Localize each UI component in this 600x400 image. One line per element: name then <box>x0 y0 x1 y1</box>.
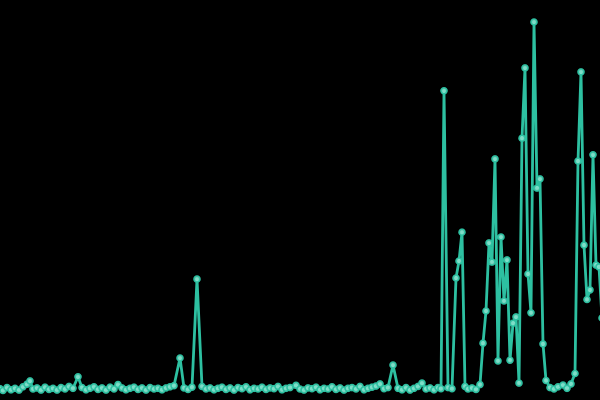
data-point-marker <box>472 385 480 394</box>
data-point-marker <box>455 257 463 265</box>
data-point-marker <box>476 380 484 389</box>
data-point-marker <box>286 383 294 392</box>
data-point-marker <box>542 376 550 385</box>
data-point-marker <box>69 384 77 393</box>
data-point-marker <box>539 340 547 348</box>
data-point-marker <box>110 385 118 393</box>
data-point-marker <box>497 233 505 241</box>
data-point-marker <box>452 274 460 282</box>
data-point-marker <box>458 228 466 236</box>
data-point-marker <box>448 384 456 393</box>
data-point-marker <box>518 134 526 142</box>
data-point-marker <box>389 361 397 369</box>
data-point-marker <box>583 295 591 304</box>
data-point-marker <box>567 380 575 388</box>
data-point-marker <box>595 263 600 271</box>
data-point-marker <box>574 157 582 165</box>
data-point-marker <box>376 380 384 388</box>
data-point-marker <box>577 68 585 76</box>
data-point-marker <box>527 308 535 317</box>
data-point-marker <box>488 258 496 266</box>
data-point-marker <box>440 87 448 95</box>
data-point-marker <box>437 384 445 393</box>
data-point-marker <box>563 384 571 393</box>
data-point-marker <box>509 319 517 328</box>
data-point-marker <box>500 297 508 305</box>
data-point-marker <box>193 275 201 283</box>
data-point-marker <box>533 184 541 192</box>
data-point-marker <box>524 270 532 278</box>
data-point-marker <box>580 241 588 249</box>
data-point-marker <box>188 383 196 392</box>
data-point-marker <box>536 175 544 183</box>
data-point-marker <box>521 64 529 72</box>
chart-series-group <box>0 18 600 395</box>
data-point-marker <box>515 379 523 387</box>
data-point-marker <box>571 369 579 378</box>
data-point-marker <box>482 307 490 315</box>
data-point-marker <box>503 256 511 264</box>
data-point-marker <box>74 372 82 381</box>
data-point-marker <box>506 356 514 365</box>
data-point-marker <box>170 381 178 390</box>
data-point-marker <box>26 377 34 385</box>
data-point-marker <box>512 313 520 321</box>
data-point-marker <box>418 379 426 387</box>
data-point-marker <box>485 239 493 247</box>
data-point-marker <box>494 357 502 365</box>
data-point-marker <box>586 286 594 294</box>
data-point-marker <box>384 383 392 392</box>
data-point-marker <box>176 354 184 362</box>
data-point-marker <box>589 151 597 159</box>
data-point-marker <box>479 339 487 348</box>
data-point-marker <box>530 18 538 26</box>
data-point-marker <box>491 155 499 163</box>
